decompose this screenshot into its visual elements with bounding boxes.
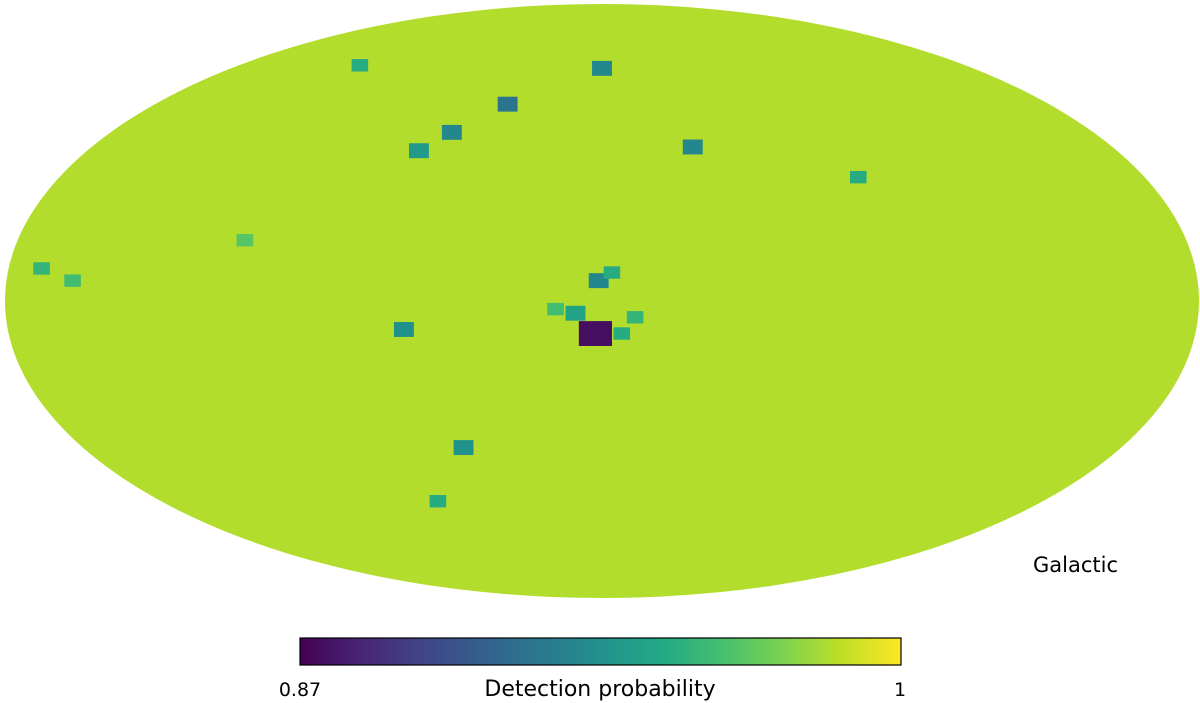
sky-feature-14	[453, 440, 474, 456]
sky-feature-18	[64, 274, 81, 287]
coordinate-frame-label: Galactic	[1033, 553, 1118, 577]
sky-feature-6	[626, 311, 644, 324]
sky-feature-15	[429, 495, 447, 508]
sky-feature-8	[497, 96, 518, 112]
sky-feature-16	[351, 59, 369, 72]
colorbar-title: Detection probability	[484, 677, 715, 702]
sky-feature-10	[408, 143, 429, 159]
sky-background	[5, 4, 1199, 598]
sky-feature-12	[849, 170, 867, 184]
colorbar-max-label: 1	[894, 679, 906, 701]
sky-feature-4	[613, 327, 631, 340]
sky-feature-7	[682, 139, 703, 155]
sky-feature-2	[603, 266, 621, 279]
sky-features	[33, 59, 867, 508]
sky-feature-0	[578, 321, 612, 346]
sky-feature-5	[547, 302, 564, 316]
sky-feature-13	[393, 322, 414, 337]
sky-feature-3	[565, 305, 586, 321]
sky-map	[5, 4, 1199, 598]
sky-feature-11	[592, 60, 612, 76]
colorbar: 0.87 1 Detection probability	[279, 637, 906, 702]
sky-feature-9	[441, 124, 462, 140]
colorbar-min-label: 0.87	[279, 679, 321, 701]
sky-feature-19	[236, 233, 254, 247]
sky-feature-17	[33, 262, 50, 275]
colorbar-gradient	[299, 637, 902, 666]
